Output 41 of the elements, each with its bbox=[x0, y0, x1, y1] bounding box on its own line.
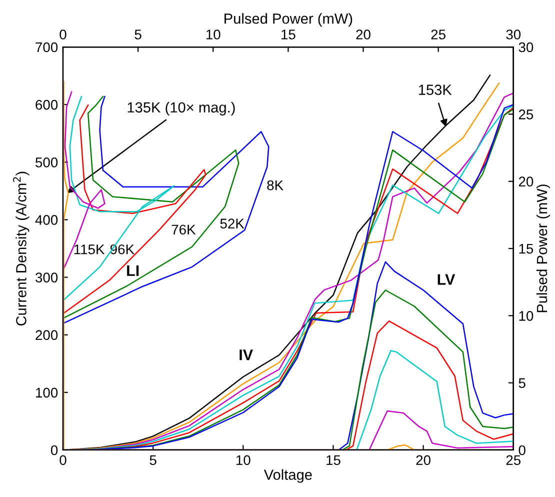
y2-tick-label: 5 bbox=[518, 378, 526, 388]
y2-axis-title: Pulsed Power (mW) bbox=[536, 184, 550, 312]
series-label: 115K bbox=[74, 244, 105, 254]
x-tick-label: 25 bbox=[506, 455, 521, 466]
y2-tick-label: 10 bbox=[519, 310, 534, 321]
y2-tick-label: 25 bbox=[518, 110, 534, 120]
y2-tick-label: 20 bbox=[518, 176, 534, 187]
x2-tick-label: 15 bbox=[282, 30, 296, 40]
series-label: 76K bbox=[172, 224, 196, 235]
y-tick-label: 0 bbox=[50, 445, 58, 456]
y-tick-label: 700 bbox=[36, 42, 58, 52]
y-tick-label: 200 bbox=[36, 330, 58, 340]
y-tick-label: 500 bbox=[36, 157, 58, 168]
x-tick-label: 10 bbox=[236, 455, 250, 466]
x-tick-label: 15 bbox=[326, 455, 340, 466]
x2-axis-title: Pulsed Power (mW) bbox=[224, 13, 352, 27]
x2-tick-label: 25 bbox=[431, 30, 446, 40]
y2-tick-label: 15 bbox=[519, 244, 534, 254]
y-axis-title: Current Density (A/cm$^{2}$) bbox=[13, 172, 30, 326]
x-axis-title: Voltage bbox=[264, 469, 312, 483]
annotation: IV bbox=[240, 350, 253, 360]
x-tick-label: 0 bbox=[60, 455, 66, 466]
x-tick-label: 5 bbox=[150, 455, 156, 466]
annotation: LI bbox=[127, 265, 139, 276]
y2-tick-label: 30 bbox=[518, 42, 534, 52]
y-tick-label: 600 bbox=[36, 100, 58, 110]
x-tick-label: 20 bbox=[416, 455, 430, 466]
x2-tick-label: 0 bbox=[60, 30, 66, 40]
y2-tick-label: 0 bbox=[518, 445, 526, 456]
series-label: 8K bbox=[267, 180, 284, 190]
annotation: 153K bbox=[418, 84, 452, 95]
annotation: 135K (10× mag.) bbox=[128, 102, 235, 116]
x2-tick-label: 10 bbox=[206, 30, 220, 40]
x2-tick-label: 20 bbox=[356, 30, 370, 40]
y-tick-label: 300 bbox=[35, 272, 58, 282]
x2-tick-label: 30 bbox=[506, 30, 521, 40]
annotation: LV bbox=[438, 274, 456, 285]
series-label: 52K bbox=[220, 218, 244, 228]
y-tick-label: 400 bbox=[35, 215, 58, 225]
x2-tick-label: 5 bbox=[134, 30, 142, 40]
y-tick-label: 100 bbox=[36, 388, 58, 398]
